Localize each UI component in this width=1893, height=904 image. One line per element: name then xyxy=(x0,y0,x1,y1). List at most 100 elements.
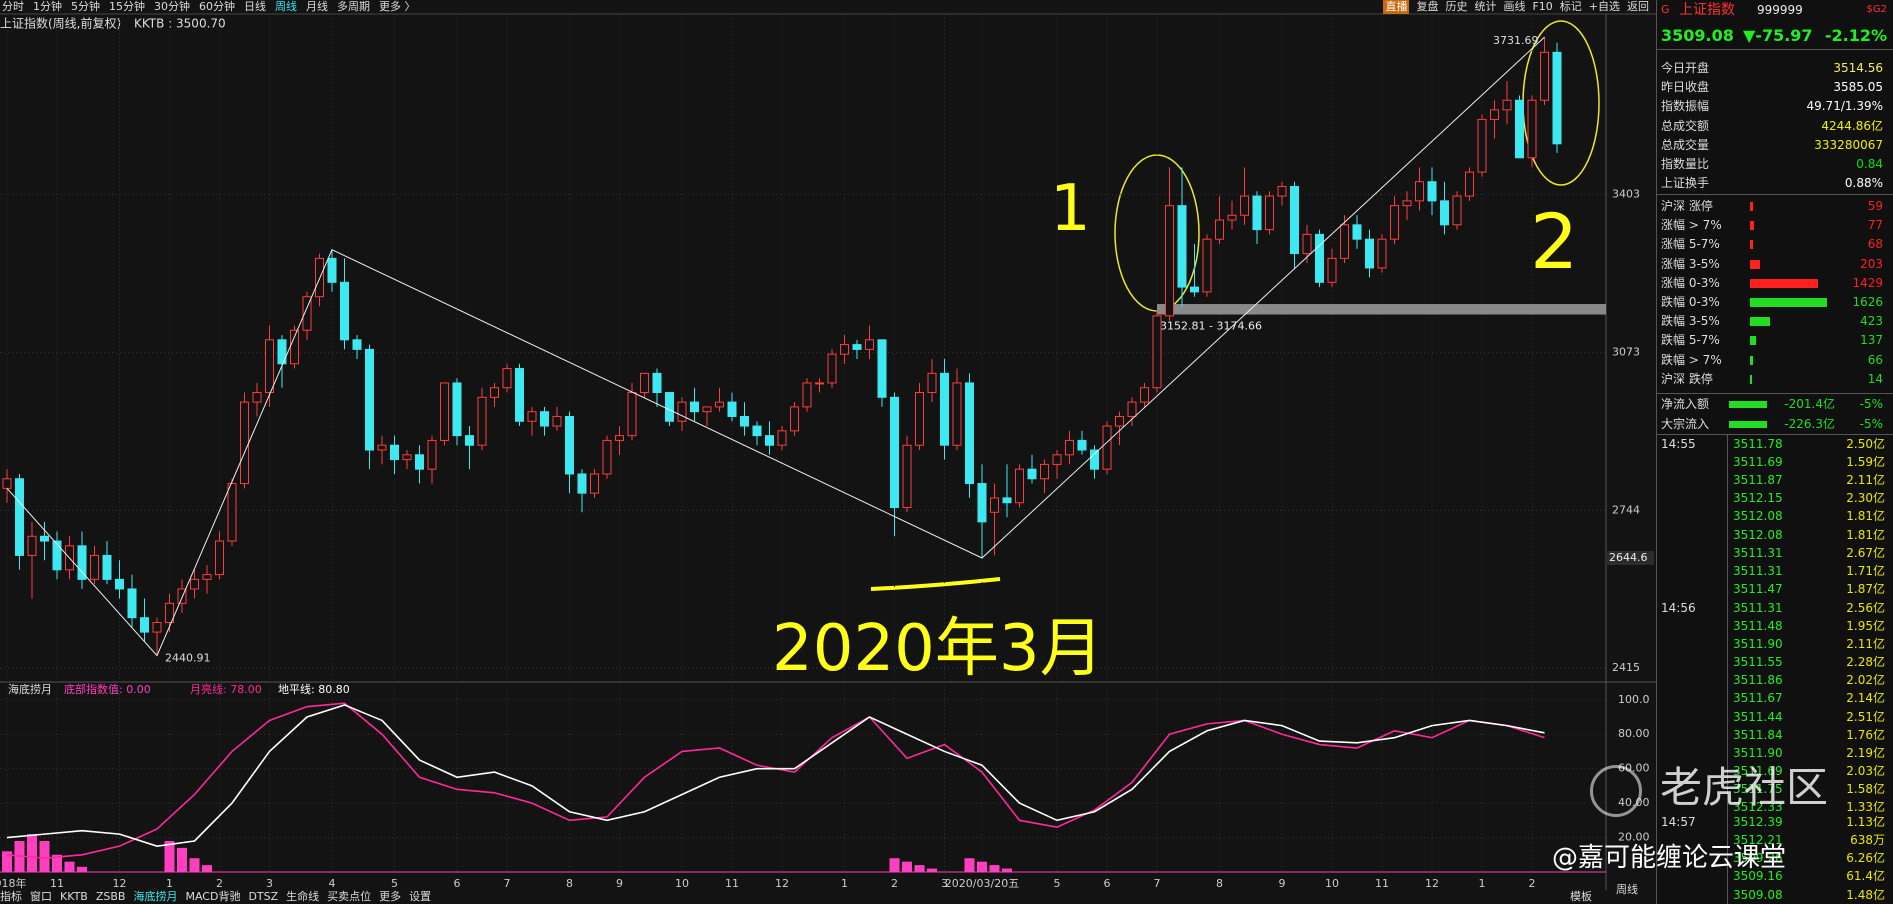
candle-body xyxy=(1402,200,1412,207)
tool-button[interactable]: +自选 xyxy=(1588,0,1620,13)
candle-body xyxy=(877,339,887,398)
indicator-tab[interactable]: DTSZ xyxy=(248,890,279,903)
tool-button[interactable]: F10 xyxy=(1532,0,1553,13)
indicator-tab[interactable]: ZSBB xyxy=(95,890,126,903)
trade-price: 3512.08 xyxy=(1733,527,1783,542)
tool-button[interactable]: 历史 xyxy=(1445,0,1468,13)
period-tab[interactable]: 更多 〉 xyxy=(379,0,416,13)
indicator-tab[interactable]: 生命线 xyxy=(286,890,320,903)
indicator-tab[interactable]: 更多 xyxy=(379,890,402,903)
candle-body xyxy=(852,344,862,350)
x-tick-label: 8 xyxy=(566,877,573,890)
breadth-label: 涨幅 0-3% xyxy=(1661,275,1720,290)
indicator-tab[interactable]: MACD背驰 xyxy=(185,890,241,903)
breadth-value: 1429 xyxy=(1852,275,1883,290)
period-tab[interactable]: 日线 xyxy=(244,0,266,13)
tool-button[interactable]: 复盘 xyxy=(1416,0,1439,13)
period-tab[interactable]: 1分钟 xyxy=(33,0,62,13)
legend-entry: 地平线: 80.80 xyxy=(278,682,350,696)
trade-price: 3511.67 xyxy=(1733,691,1783,706)
stat-label: 总成交额 xyxy=(1661,118,1710,133)
separator xyxy=(1657,393,1893,394)
candle-body xyxy=(1440,200,1449,226)
trade-volume: 2.02亿 xyxy=(1846,673,1885,688)
trade-volume: 2.19亿 xyxy=(1846,745,1885,760)
period-tab[interactable]: 30分钟 xyxy=(154,0,190,13)
candle-body xyxy=(565,415,574,475)
trade-price: 3511.69 xyxy=(1733,455,1783,470)
breadth-label: 涨幅 5-7% xyxy=(1661,237,1720,252)
candle-body xyxy=(677,401,687,422)
candle-body xyxy=(1190,286,1199,293)
period-tab[interactable]: 月线 xyxy=(306,0,328,13)
indicator-tab[interactable]: 窗口 xyxy=(30,890,52,903)
breadth-value: 59 xyxy=(1867,199,1883,213)
candle-body xyxy=(765,435,774,446)
period-tab[interactable]: 周线 xyxy=(275,0,297,13)
trade-price: 3511.48 xyxy=(1733,619,1783,633)
x-tick-label: 5 xyxy=(1054,877,1061,890)
candle-body xyxy=(190,578,199,590)
support-band xyxy=(1157,304,1606,315)
breadth-bar xyxy=(1750,240,1754,250)
candle-body xyxy=(277,339,287,365)
period-tab[interactable]: 15分钟 xyxy=(109,0,145,13)
breadth-label: 沪深 涨停 xyxy=(1661,199,1713,213)
trend-line xyxy=(6,36,1545,657)
indicator-bar xyxy=(964,858,975,872)
breadth-label: 跌幅 0-3% xyxy=(1661,295,1720,309)
trade-volume: 1.71亿 xyxy=(1846,563,1885,578)
period-tab[interactable]: 分时 xyxy=(2,0,24,13)
template-button[interactable]: 模板 xyxy=(1570,890,1592,903)
stat-value: 3585.05 xyxy=(1833,80,1883,95)
tool-button[interactable]: 标记 xyxy=(1559,0,1582,13)
trade-price: 3512.08 xyxy=(1733,509,1783,524)
tool-button[interactable]: 返回 xyxy=(1627,0,1649,13)
candle-body xyxy=(1140,387,1149,403)
candle-body xyxy=(590,473,599,494)
high-label: 3731.69 xyxy=(1493,34,1539,47)
tool-button[interactable]: 统计 xyxy=(1474,0,1497,13)
price-change: ▼-75.97 xyxy=(1743,26,1813,45)
trade-volume: 1.76亿 xyxy=(1846,727,1885,742)
trade-volume: 2.30亿 xyxy=(1846,491,1885,506)
trade-price: 3511.31 xyxy=(1733,600,1783,615)
breadth-value: 66 xyxy=(1867,352,1883,367)
tool-button[interactable]: 画线 xyxy=(1503,0,1526,13)
indicator-tab[interactable]: KKTB xyxy=(60,890,88,903)
breadth-bar xyxy=(1750,298,1827,307)
candle-body xyxy=(240,401,249,485)
trade-volume: 1.58亿 xyxy=(1846,781,1885,796)
x-tick-label: 9 xyxy=(616,877,623,890)
candle-body xyxy=(1315,233,1324,283)
candle-body xyxy=(777,430,787,446)
flow-percent: -5% xyxy=(1859,416,1883,431)
candle-body xyxy=(1515,99,1524,159)
indicator-tab[interactable]: 海底捞月 xyxy=(133,890,178,903)
candle-body xyxy=(1240,195,1249,216)
candle-body xyxy=(740,415,749,427)
indicator-tab[interactable]: 指标 xyxy=(0,890,22,903)
hand-mark: 1 xyxy=(1050,172,1091,246)
indicator-tab[interactable]: 买卖点位 xyxy=(327,890,372,903)
trade-volume: 1.13亿 xyxy=(1846,815,1885,830)
breadth-value: 14 xyxy=(1867,371,1883,386)
candle-body xyxy=(927,372,937,394)
trade-price: 3511.84 xyxy=(1733,727,1783,742)
candle-body xyxy=(502,368,512,389)
tool-button[interactable]: 直播 xyxy=(1383,0,1410,14)
x-tick-label: 1 xyxy=(841,877,848,890)
trade-volume: 2.50亿 xyxy=(1846,437,1885,451)
period-tab[interactable]: 60分钟 xyxy=(199,0,235,13)
candle-body xyxy=(390,444,399,461)
indicator-line xyxy=(6,702,1545,860)
candle-body xyxy=(1427,181,1437,202)
indicator-tab[interactable]: 设置 xyxy=(409,890,432,903)
hand-mark: 2 xyxy=(1530,197,1578,286)
hand-underline xyxy=(870,577,1001,591)
period-tab[interactable]: 5分钟 xyxy=(71,0,100,13)
candle-body xyxy=(477,396,487,446)
candle-body xyxy=(1102,425,1112,470)
period-tab[interactable]: 多周期 xyxy=(337,0,370,13)
candle-body xyxy=(915,392,924,446)
